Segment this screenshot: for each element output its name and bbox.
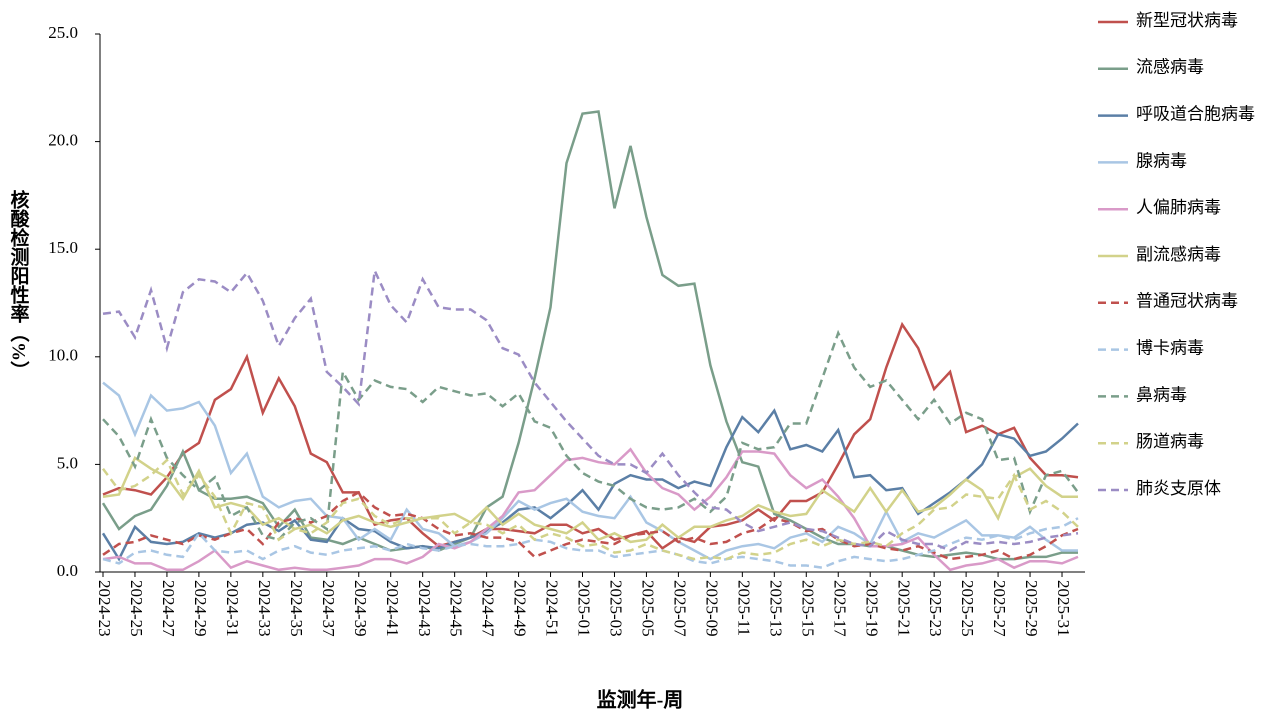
- legend-label: 呼吸道合胞病毒: [1136, 105, 1255, 124]
- x-tick-label: 2025-23: [926, 580, 945, 637]
- x-tick-label: 2024-37: [319, 580, 338, 637]
- series-line: [102, 381, 1078, 561]
- x-tick-label: 2024-29: [191, 580, 210, 637]
- legend-label: 腺病毒: [1136, 151, 1187, 170]
- x-tick-label: 2024-31: [223, 580, 242, 637]
- y-tick-label: 15.0: [48, 238, 78, 257]
- x-tick-label: 2024-23: [95, 580, 114, 637]
- x-tick-label: 2024-45: [447, 580, 466, 637]
- x-tick-label: 2024-27: [159, 580, 178, 637]
- x-axis-title: 监测年-周: [597, 688, 684, 712]
- x-tick-label: 2025-15: [798, 580, 817, 637]
- legend-label: 肠道病毒: [1136, 432, 1204, 451]
- series-line: [102, 447, 1079, 572]
- series-line: [101, 110, 1078, 561]
- y-axis-title: 核酸检测阳性率（%）: [8, 189, 30, 380]
- x-tick-label: 2025-29: [1022, 580, 1041, 637]
- series-line: [102, 266, 1079, 552]
- x-tick-label: 2025-21: [894, 580, 913, 637]
- x-tick-label: 2024-47: [479, 580, 498, 637]
- x-tick-label: 2025-17: [830, 580, 849, 637]
- y-tick-label: 5.0: [57, 453, 78, 472]
- x-tick-label: 2024-43: [415, 580, 434, 637]
- series-line: [102, 490, 1079, 561]
- x-tick-label: 2024-39: [351, 580, 370, 637]
- legend-label: 流感病毒: [1136, 58, 1204, 77]
- y-tick-label: 10.0: [48, 346, 78, 365]
- x-tick-label: 2024-41: [383, 580, 402, 637]
- x-tick-label: 2025-07: [671, 580, 690, 637]
- x-tick-label: 2025-11: [734, 580, 753, 636]
- legend-label: 博卡病毒: [1136, 339, 1204, 358]
- x-tick-label: 2025-03: [607, 580, 626, 637]
- legend-label: 鼻病毒: [1136, 385, 1187, 404]
- x-tick-label: 2025-01: [575, 580, 594, 637]
- legend-label: 人偏肺病毒: [1136, 198, 1221, 217]
- y-tick-label: 25.0: [48, 23, 78, 42]
- y-tick-label: 20.0: [48, 131, 78, 150]
- legend-label: 新型冠状病毒: [1136, 11, 1238, 30]
- series-line: [102, 456, 1078, 544]
- x-tick-label: 2024-51: [543, 580, 562, 637]
- x-tick-label: 2024-49: [511, 580, 530, 637]
- series-line: [102, 517, 1079, 569]
- y-tick-label: 0.0: [57, 561, 78, 580]
- x-tick-label: 2025-27: [990, 580, 1009, 637]
- series-line: [102, 329, 1080, 542]
- x-tick-label: 2025-13: [766, 580, 785, 637]
- x-tick-label: 2025-09: [702, 580, 721, 637]
- x-tick-label: 2024-35: [287, 580, 306, 637]
- legend-label: 肺炎支原体: [1136, 479, 1221, 498]
- x-tick-label: 2025-31: [1054, 580, 1073, 637]
- series-line: [101, 457, 1079, 561]
- x-tick-label: 2024-33: [255, 580, 274, 637]
- legend-label: 副流感病毒: [1136, 245, 1221, 264]
- x-tick-label: 2025-25: [958, 580, 977, 637]
- legend-label: 普通冠状病毒: [1136, 292, 1238, 311]
- x-tick-label: 2025-05: [639, 580, 658, 637]
- x-tick-label: 2025-19: [862, 580, 881, 637]
- x-tick-label: 2024-25: [127, 580, 146, 637]
